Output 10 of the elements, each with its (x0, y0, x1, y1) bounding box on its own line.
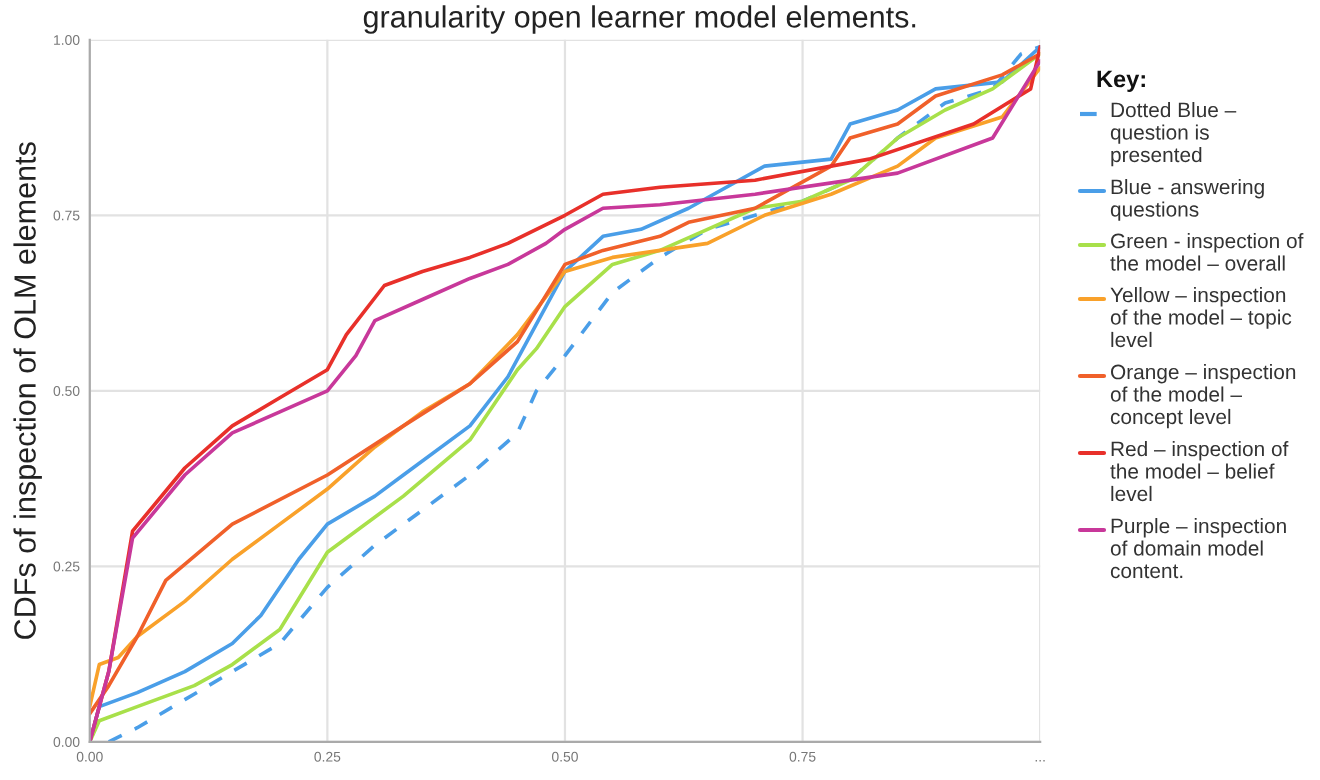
y-axis-title: CDFs of inspection of OLM elements (13, 142, 42, 639)
legend-label: Red – inspection of the model – belief level (1110, 441, 1289, 502)
legend-title: Key: (1097, 70, 1145, 93)
legend-label: Green - inspection of the model – overall (1110, 233, 1304, 271)
legend-label: Dotted Blue – question is presented (1110, 102, 1237, 167)
legend-label: Yellow – inspection of the model – topic level (1110, 287, 1292, 348)
legend-label: Purple – inspection of domain model content. (1110, 518, 1286, 579)
chart-title: granularity open learner model elements. (363, 5, 916, 34)
legend-label: Blue - answering questions (1110, 179, 1264, 221)
legend-label: Orange – inspection of the model – concept level (1110, 364, 1296, 429)
